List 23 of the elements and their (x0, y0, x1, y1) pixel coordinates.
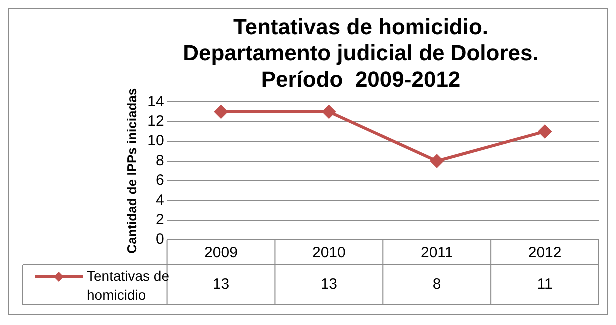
y-tick-label: 14 (148, 93, 164, 110)
data-label: 13 (212, 276, 230, 294)
y-tick-label: 10 (148, 132, 164, 150)
y-tick-label: 4 (156, 192, 164, 209)
y-tick-label: 12 (148, 113, 164, 130)
x-tick-label: 2009 (204, 244, 238, 262)
x-tick-label: 2011 (420, 244, 454, 262)
point (538, 125, 552, 138)
x-tick-label: 2012 (528, 244, 562, 262)
point (322, 106, 336, 119)
y-tick-label: 8 (156, 152, 164, 170)
data-label: 11 (537, 276, 553, 294)
data-label: 8 (432, 276, 442, 294)
data-label: 13 (320, 276, 338, 294)
y-tick-label: 6 (156, 172, 164, 190)
y-tick-label: 0 (156, 231, 164, 248)
legend-label: Tentativas de homicidio (87, 268, 170, 303)
y-axis-title: Cantidad de IPPs iniciadas (124, 88, 140, 254)
point (430, 154, 444, 168)
x-tick-label: 2010 (312, 244, 346, 262)
point (214, 106, 228, 119)
y-tick-label: 2 (156, 211, 164, 228)
chart-title: Tentativas de homicidio. Departamento judicial de Dolores. Período 2009-2012 (183, 14, 539, 92)
